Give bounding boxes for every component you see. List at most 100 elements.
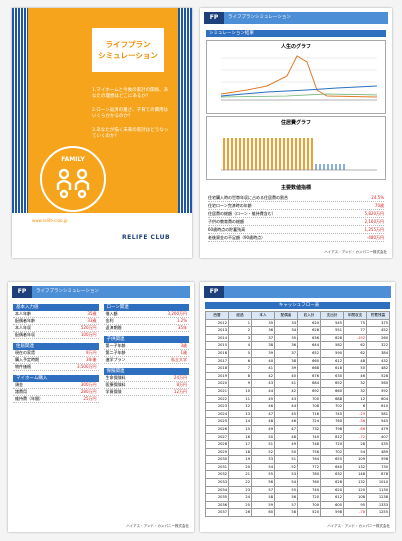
question: 2.ローン返済の重さ、子育ての費用はいくらかかるのか？ — [92, 108, 169, 119]
input-row: 金利 1.2% — [103, 318, 189, 325]
cell: 16 — [228, 432, 252, 442]
cell: 48 — [343, 356, 367, 366]
table-row: 2035 24 58 56 720 612 108 1238 — [205, 493, 390, 502]
input-value: 33歳 — [87, 318, 97, 323]
brand: RELIFE CLUB — [122, 234, 171, 241]
input-row: 医療保険料 8万円 — [103, 382, 189, 389]
indicator: 60歳時点の貯蓄残高 1,255万円 — [208, 226, 384, 234]
cell: 8 — [228, 371, 252, 381]
input-section: マイホーム購入 頭金 300万円 諸費用 280万円 維持費（年間） 25万円 — [13, 375, 99, 403]
cell: 2029 — [205, 447, 229, 457]
band-title: ライフプランシミュレーション — [228, 15, 291, 20]
section-title: 子供関連 — [103, 336, 189, 343]
cell: -192 — [343, 333, 367, 343]
cell: 2 — [228, 326, 252, 335]
cell: 620 — [320, 485, 344, 495]
cell: 37 — [274, 348, 298, 358]
cell: 407 — [366, 432, 390, 442]
cell: 54 — [343, 447, 367, 457]
section-title: シミュレーション結果 — [206, 30, 386, 37]
cell: 2027 — [205, 432, 229, 442]
cell: 42 — [251, 371, 275, 381]
table-row: 2020 9 43 41 684 652 32 560 — [205, 379, 390, 388]
cell: 77 — [343, 326, 367, 335]
table-row: 2013 2 36 34 628 551 77 452 — [205, 326, 390, 335]
cell: 148 — [343, 470, 367, 480]
cell: 632 — [320, 470, 344, 480]
url: www.relife-club.jp — [32, 218, 68, 223]
cell: 592 — [366, 386, 390, 396]
table-row: 2027 16 50 48 740 812 -72 407 — [205, 432, 390, 442]
cell: 432 — [366, 356, 390, 366]
cell: 644 — [297, 341, 321, 350]
table-row: 2032 21 55 53 780 632 148 878 — [205, 470, 390, 480]
column-header: 貯蓄残高 — [366, 311, 390, 320]
cell: 14 — [228, 417, 252, 426]
cell: 13 — [228, 409, 252, 419]
indicator-value: 2,160万円 — [364, 219, 384, 224]
input-value: 520万円 — [80, 325, 97, 330]
input-value: 25万円 — [83, 396, 97, 401]
input-label: 本人年収 — [15, 325, 31, 330]
input-value: 3,500万円 — [77, 364, 97, 369]
badge-text: FAMILY — [61, 156, 85, 163]
cell: 62 — [343, 348, 367, 358]
cell: 41 — [274, 379, 298, 388]
cell: 12 — [343, 394, 367, 404]
input-label: 借入額 — [105, 311, 118, 316]
cell: 57 — [274, 500, 298, 510]
indicator-text: 60歳時点の貯蓄残高 — [208, 227, 246, 232]
cell: 479 — [366, 424, 390, 434]
cell: 1238 — [366, 493, 390, 502]
input-label: 学資保険 — [105, 389, 122, 394]
footer: ハイアス・アンド・カンパニー株式会社 — [126, 524, 189, 528]
cell: 132 — [343, 478, 367, 487]
table-row: 2018 7 41 39 668 618 50 482 — [205, 364, 390, 373]
header: FP ライフプランシミュレーション — [204, 12, 388, 24]
cell: -72 — [343, 432, 367, 442]
input-value: 9万円 — [85, 350, 97, 355]
cell: 684 — [297, 379, 321, 388]
cell: 120 — [343, 485, 367, 495]
indicator-value: 24.5% — [371, 195, 384, 200]
stripe — [178, 8, 192, 213]
indicator-text: 住宅ローン完済時の年齢 — [208, 203, 252, 208]
cell: 2031 — [205, 462, 229, 472]
input-row: 維持費（年間） 25万円 — [13, 396, 99, 403]
cell: 10 — [228, 386, 252, 396]
indicator-list: 住宅購入時の世帯年収に占める住居費の割合 24.5% 住宅ローン完済時の年齢 70歳住… — [208, 194, 384, 242]
table-row: 2033 22 56 54 760 628 132 1010 — [205, 478, 390, 487]
input-label: 第一子年齢 — [105, 343, 126, 348]
cell: 636 — [297, 333, 321, 343]
cell: 5 — [228, 348, 252, 358]
cell: 560 — [366, 379, 390, 388]
cell: 3 — [228, 333, 252, 343]
cell: 20 — [228, 462, 252, 472]
cell: 2035 — [205, 493, 229, 502]
input-label: 返済期間 — [105, 325, 122, 330]
cell: 44 — [274, 402, 298, 411]
cell: 47 — [274, 424, 298, 434]
title-line: シミュレーション — [98, 51, 158, 60]
input-label: 現在の家賃 — [15, 350, 35, 355]
life-chart — [220, 55, 378, 101]
input-value: 280万円 — [80, 389, 97, 394]
cell: 628 — [297, 326, 321, 335]
input-row: 第一子年齢 3歳 — [103, 343, 189, 350]
cell: 19 — [228, 455, 252, 464]
chart-panel: 人生のグラフ — [206, 40, 386, 114]
cell: 2026 — [205, 424, 229, 434]
cashflow-page: FP キャッシュフロー表 西暦 経過 本人 配偶者 収入計 支出計 年間収支 貯蓄残高 2012… — [200, 282, 395, 532]
input-label: 金利 — [105, 318, 114, 323]
cell: 24 — [228, 493, 252, 502]
input-label: 物件価格 — [15, 364, 31, 369]
cell: -36 — [343, 417, 367, 426]
cell: 39 — [274, 364, 298, 373]
input-row: 諸費用 280万円 — [13, 389, 99, 396]
cell: 33 — [274, 318, 298, 328]
cell: 59 — [251, 500, 275, 510]
cell: 702 — [320, 447, 344, 457]
column-header: 経過 — [228, 311, 252, 320]
table-row: 2012 1 35 33 620 545 75 375 — [205, 318, 390, 328]
cell: 435 — [366, 440, 390, 449]
